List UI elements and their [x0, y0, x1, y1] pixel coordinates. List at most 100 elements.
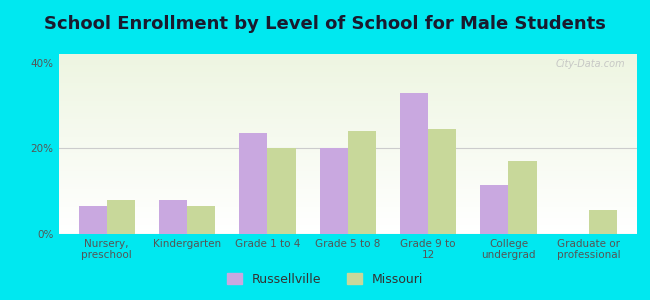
Bar — [58, 56, 637, 58]
Bar — [58, 229, 637, 230]
Bar — [159, 200, 187, 234]
Bar — [58, 225, 637, 227]
Bar — [58, 58, 637, 59]
Bar — [508, 161, 536, 234]
Bar — [58, 167, 637, 169]
Bar — [58, 126, 637, 128]
Bar — [58, 202, 637, 203]
Bar — [58, 169, 637, 171]
Bar — [58, 162, 637, 164]
Bar — [480, 185, 508, 234]
Bar — [58, 76, 637, 77]
Bar — [58, 218, 637, 220]
Bar — [58, 160, 637, 162]
Bar — [58, 173, 637, 175]
Text: School Enrollment by Level of School for Male Students: School Enrollment by Level of School for… — [44, 15, 606, 33]
Bar — [58, 148, 637, 149]
Bar — [58, 122, 637, 124]
Bar — [58, 144, 637, 146]
Bar — [58, 94, 637, 95]
Bar — [58, 191, 637, 193]
Bar — [58, 86, 637, 88]
Bar — [58, 232, 637, 234]
Bar — [58, 77, 637, 79]
Bar — [58, 175, 637, 176]
Bar — [400, 93, 428, 234]
Bar — [58, 128, 637, 130]
Bar — [58, 117, 637, 119]
Bar — [58, 178, 637, 180]
Bar — [58, 142, 637, 144]
Bar — [58, 97, 637, 99]
Bar — [58, 151, 637, 153]
Bar — [58, 113, 637, 115]
Bar — [58, 59, 637, 61]
Bar — [58, 146, 637, 148]
Bar — [58, 135, 637, 137]
Bar — [58, 220, 637, 221]
Bar — [58, 70, 637, 72]
Bar — [58, 65, 637, 67]
Bar — [58, 106, 637, 108]
Bar — [58, 185, 637, 187]
Bar — [267, 148, 296, 234]
Bar — [58, 196, 637, 198]
Bar — [58, 137, 637, 139]
Bar — [58, 81, 637, 83]
Bar — [58, 166, 637, 167]
Bar — [58, 149, 637, 151]
Bar — [58, 115, 637, 117]
Bar — [58, 112, 637, 113]
Bar — [107, 200, 135, 234]
Bar — [58, 130, 637, 131]
Bar — [58, 131, 637, 133]
Bar — [58, 110, 637, 112]
Bar — [58, 207, 637, 209]
Bar — [58, 67, 637, 68]
Bar — [58, 200, 637, 202]
Bar — [58, 104, 637, 106]
Bar — [58, 203, 637, 205]
Bar — [58, 119, 637, 121]
Bar — [58, 88, 637, 90]
Bar — [58, 74, 637, 76]
Bar — [58, 79, 637, 81]
Bar — [589, 210, 617, 234]
Bar — [58, 176, 637, 178]
Bar — [58, 124, 637, 126]
Bar — [79, 206, 107, 234]
Bar — [58, 54, 637, 56]
Bar — [58, 193, 637, 194]
Bar — [58, 187, 637, 189]
Bar — [58, 212, 637, 214]
Bar — [58, 216, 637, 218]
Bar — [58, 68, 637, 70]
Bar — [58, 139, 637, 140]
Bar — [58, 198, 637, 200]
Bar — [58, 209, 637, 211]
Bar — [58, 92, 637, 94]
Bar — [58, 101, 637, 103]
Bar — [58, 227, 637, 229]
Bar — [58, 103, 637, 104]
Bar — [58, 214, 637, 216]
Bar — [58, 182, 637, 184]
Bar — [348, 131, 376, 234]
Bar — [58, 221, 637, 223]
Bar — [58, 171, 637, 173]
Bar — [58, 95, 637, 97]
Bar — [58, 180, 637, 182]
Bar — [58, 155, 637, 157]
Bar — [239, 133, 267, 234]
Bar — [58, 140, 637, 142]
Bar — [58, 121, 637, 122]
Bar — [58, 230, 637, 232]
Bar — [320, 148, 348, 234]
Bar — [58, 184, 637, 185]
Bar — [58, 205, 637, 207]
Text: City-Data.com: City-Data.com — [556, 59, 625, 69]
Bar — [58, 83, 637, 85]
Bar — [58, 211, 637, 212]
Bar — [58, 223, 637, 225]
Bar — [58, 133, 637, 135]
